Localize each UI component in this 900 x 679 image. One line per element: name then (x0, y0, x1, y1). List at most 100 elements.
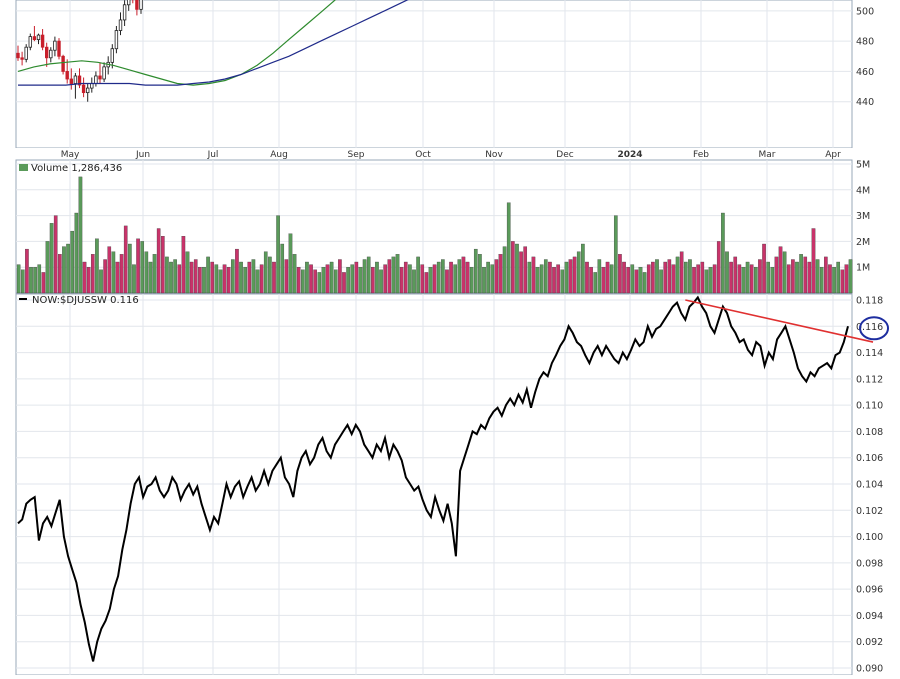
volume-bar (226, 267, 231, 294)
price-tick-label: 440 (856, 97, 874, 108)
volume-bar (169, 261, 173, 294)
ratio-tick-label: 0.108 (856, 427, 883, 438)
volume-bar (292, 254, 297, 294)
volume-bar (613, 215, 618, 294)
volume-bar (560, 269, 565, 294)
volume-bar (218, 269, 223, 294)
ratio-tick-label: 0.096 (856, 585, 883, 596)
volume-bar (333, 269, 338, 294)
volume-bar (511, 241, 515, 294)
volume-bar (358, 267, 363, 294)
volume-bar (259, 264, 264, 294)
ratio-tick-label: 0.102 (856, 506, 883, 517)
volume-bar (581, 243, 585, 294)
volume-bar (441, 259, 445, 294)
volume-bar (276, 215, 280, 294)
candle-body (36, 34, 41, 41)
volume-bar (515, 243, 519, 294)
volume-bar (585, 261, 589, 294)
volume-bar (803, 256, 808, 294)
volume-bar (428, 267, 433, 294)
ratio-panel: 0.118 0.116 0.114 0.112 0.110 0.108 0.106 0.104… (15, 293, 890, 676)
candle-body (118, 19, 123, 31)
volume-bar (828, 264, 832, 294)
price-grid (16, 0, 852, 148)
volume-bar (473, 248, 478, 294)
volume-bar (123, 225, 128, 294)
candle-body (127, 0, 131, 6)
volume-bar (758, 259, 762, 294)
volume-y-axis: 5M 4M 3M 2M 1M (856, 160, 870, 274)
moving-average-line (17, 0, 337, 86)
volume-bar (799, 254, 803, 294)
volume-bar (745, 261, 750, 294)
volume-bar (737, 264, 742, 294)
volume-bar (712, 264, 717, 294)
volume-bar (795, 261, 799, 294)
volume-bar (58, 254, 62, 294)
volume-bar (243, 267, 247, 294)
volume-legend-swatch (19, 164, 28, 171)
volume-bar (729, 261, 733, 294)
volume-bar (107, 246, 112, 294)
volume-bar (634, 269, 639, 294)
ratio-tick-label: 0.098 (856, 558, 883, 569)
volume-bars (16, 176, 853, 294)
volume-bar (383, 264, 387, 294)
volume-bar (403, 261, 408, 294)
candle-body (49, 49, 53, 59)
volume-bar (436, 261, 441, 294)
date-tick-label: 2024 (617, 150, 642, 160)
volume-bar (642, 272, 647, 294)
volume-bar (235, 248, 239, 294)
price-moving-averages (17, 0, 409, 86)
volume-bar (786, 264, 791, 294)
volume-bar (420, 264, 425, 294)
volume-bar (568, 259, 573, 294)
volume-bar (350, 264, 355, 294)
volume-bar (506, 202, 511, 294)
volume-bar (268, 256, 272, 294)
candle-body (32, 36, 37, 41)
volume-bar (296, 267, 301, 294)
volume-bar (140, 241, 145, 294)
volume-bar (362, 259, 367, 294)
ratio-tick-label: 0.094 (856, 611, 883, 622)
ratio-tick-label: 0.116 (856, 322, 883, 333)
volume-bar (519, 251, 523, 294)
volume-bar (782, 251, 787, 294)
volume-bar (708, 267, 713, 294)
candle-body (81, 84, 86, 94)
volume-bar (37, 264, 42, 294)
volume-bar (762, 243, 766, 294)
volume-bar (416, 256, 420, 294)
candle-body (16, 52, 20, 59)
volume-bar (115, 261, 120, 294)
volume-bar (263, 251, 268, 294)
volume-bar (103, 259, 107, 294)
volume-bar (412, 269, 416, 294)
volume-bar (469, 267, 474, 294)
volume-bar (424, 272, 429, 294)
volume-bar (280, 243, 285, 294)
volume-bar (128, 243, 132, 294)
volume-bar (86, 267, 91, 294)
volume-bar (95, 238, 99, 294)
volume-bar (461, 256, 466, 294)
volume-bar (531, 256, 536, 294)
price-y-axis: 500 480 460 440 (856, 6, 874, 108)
volume-bar (836, 261, 841, 294)
volume-bar (482, 267, 486, 294)
volume-bar (770, 267, 775, 294)
volume-bar (49, 223, 54, 294)
date-tick-label: Feb (693, 150, 709, 160)
volume-bar (684, 261, 688, 294)
candle-body (98, 75, 102, 80)
volume-bar (317, 272, 322, 294)
volume-bar (247, 261, 252, 294)
volume-bar (156, 228, 161, 294)
volume-bar (160, 236, 165, 294)
ratio-legend: NOW:$DJUSSW 0.116 (32, 295, 139, 306)
